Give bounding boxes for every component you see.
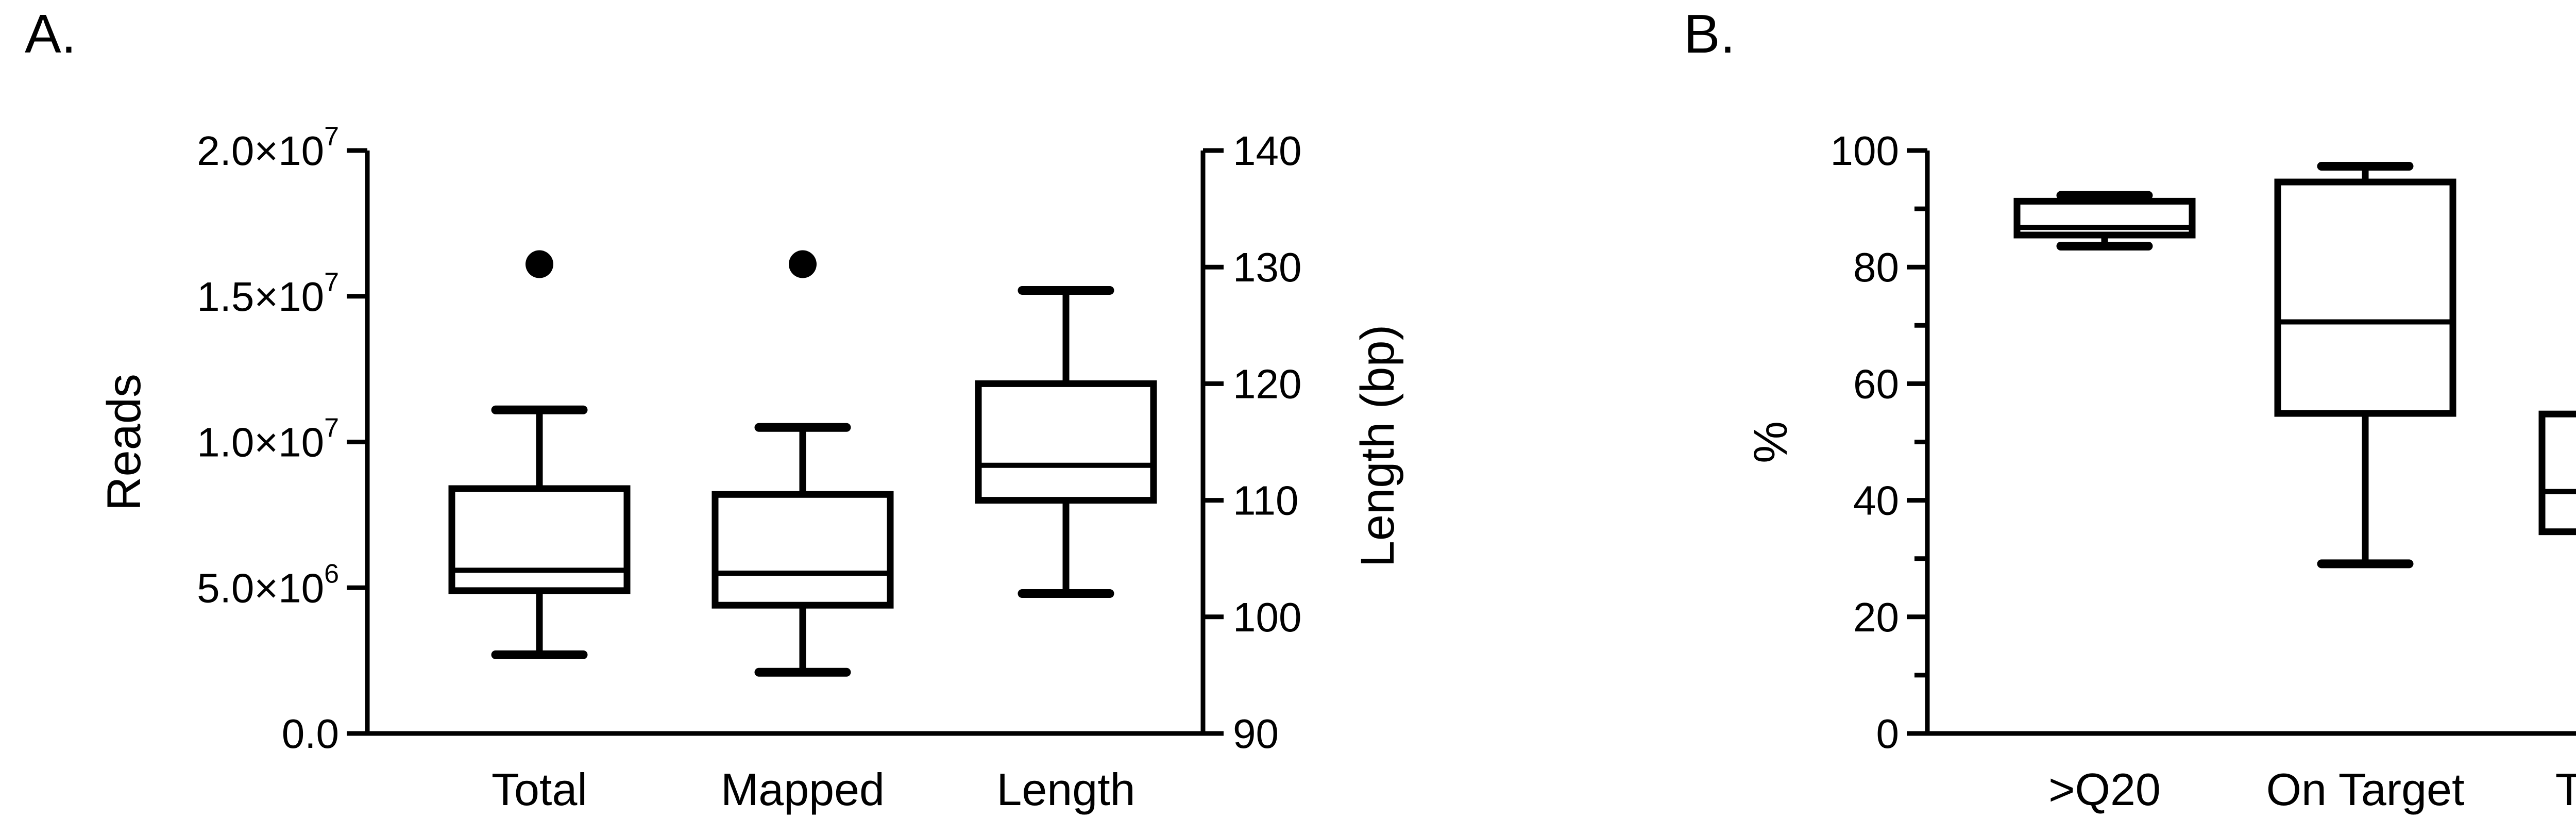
panel-a-y-tick-label: 1.5×107 [197,268,339,320]
panel-a-box-0 [448,250,631,659]
panel-a-y-tick-label: 1.0×107 [197,413,339,465]
panel-a-x-label-2: Length [996,764,1135,815]
panel-a-box-2 [975,286,1157,598]
panel-a-y-axis-title-left: Reads [98,374,150,511]
panel-b-y-tick-label: 40 [1853,478,1899,524]
panel-b-y-tick-label: 60 [1853,361,1899,407]
panel-b-y-tick-label: 0 [1876,711,1900,757]
panel-b-x-label-0: >Q20 [2048,764,2161,815]
panel-b-x-label-2: Targets [2555,764,2576,815]
iqr-box [975,380,1157,504]
panel-a-x-label-0: Total [492,764,587,815]
iqr-box [448,485,631,594]
panel-a-y-right-tick-label: 90 [1233,711,1279,757]
panel-b: 100 80 60 40 20 0% >Q20 On Target Targets [1744,128,2576,815]
panel-b-y-axis-title-left: % [1744,421,1797,463]
panel-b-box-2 [2538,410,2576,536]
panel-a-y-axis-title-right: Length (bp) [1351,325,1404,567]
panel-a-y-tick-label: 0.0 [282,711,339,757]
panel-b-y-tick-label: 80 [1853,244,1899,290]
panel-a-label: A. [25,4,77,64]
outlier-dot [789,250,817,278]
panel-a-y-tick-label: 5.0×106 [197,559,339,611]
panel-b-y-tick-label: 20 [1853,594,1899,640]
panel-b-box-0 [2013,191,2196,250]
panel-b-y-tick-label: 100 [1831,128,1899,174]
iqr-box [2538,410,2576,536]
panel-a-y-right-tick-label: 100 [1233,594,1301,640]
panel-b-label: B. [1684,4,1736,64]
iqr-box [711,491,894,609]
panel-a-y-right-tick-label: 130 [1233,244,1301,290]
outlier-dot [526,250,553,278]
panel-a-y-tick-label: 2.0×107 [197,122,339,174]
panel-b-box-1 [2274,162,2456,569]
panel-a-box-1 [711,250,894,677]
panel-a-y-right-tick-label: 140 [1233,128,1301,174]
panel-a: 2.0×107 1.5×107 1.0×107 5.0×106 0.0 Reads 140 1… [98,122,1404,815]
panel-b-x-label-1: On Target [2266,764,2465,815]
panel-a-y-right-tick-label: 110 [1233,478,1299,524]
iqr-box [2274,178,2456,417]
panel-a-x-label-1: Mapped [721,764,885,815]
panel-a-y-right-tick-label: 120 [1233,361,1301,407]
